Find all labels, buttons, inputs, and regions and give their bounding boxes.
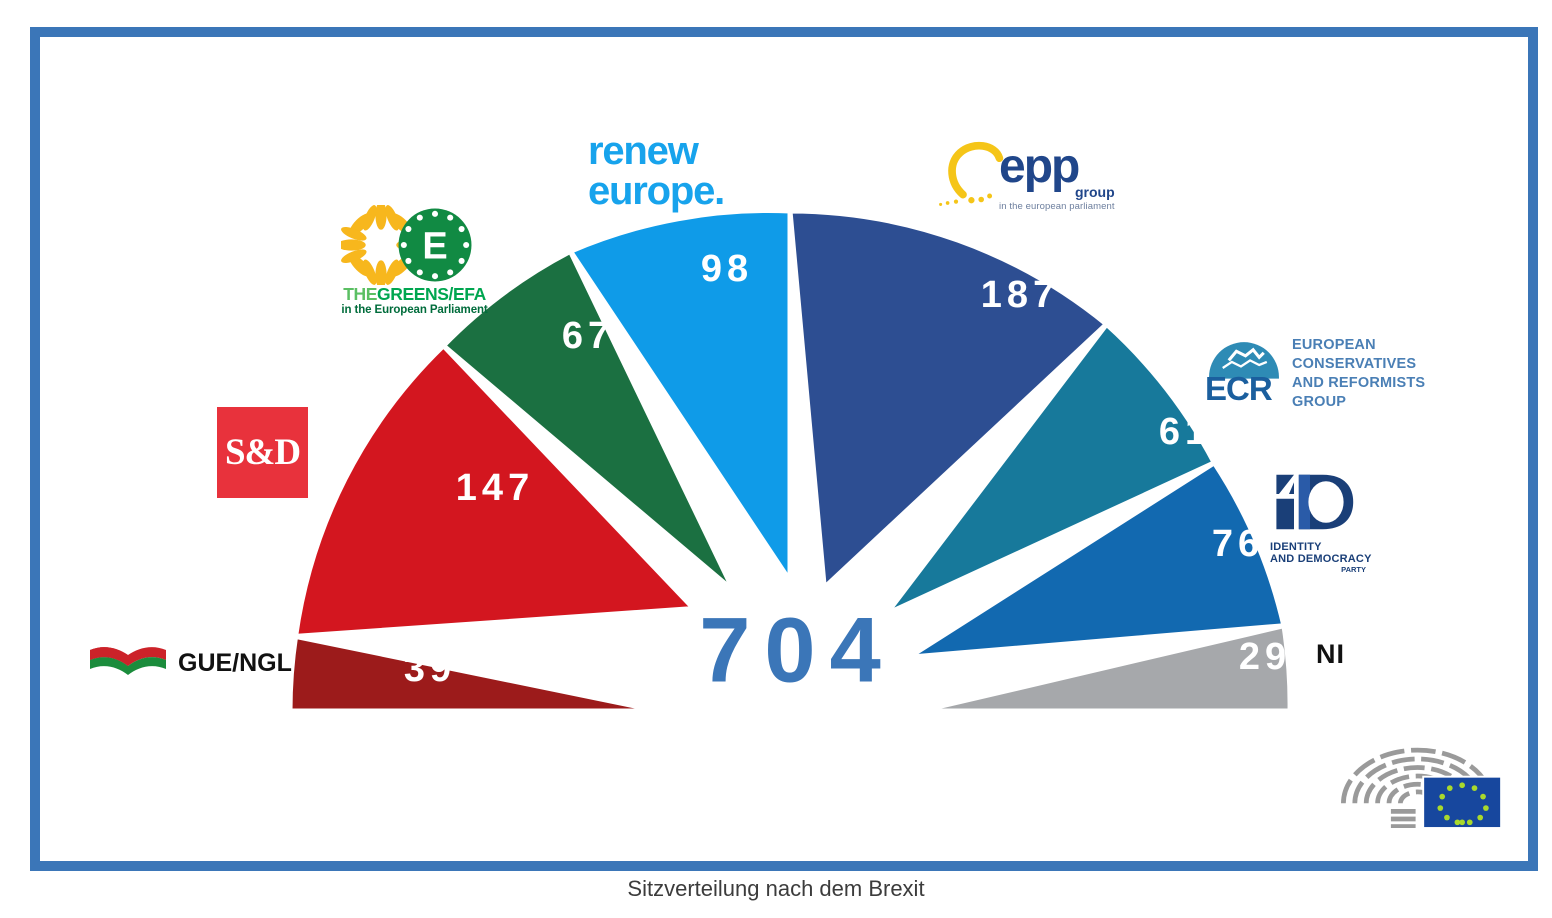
segment-ni[interactable] [919, 622, 1293, 714]
segment-epp[interactable] [787, 208, 1111, 594]
greens-logo-name: GREENS/EFA [377, 284, 486, 304]
center-hub [657, 578, 923, 711]
ecr-mark: ECR [1205, 330, 1283, 407]
epp-wordmark: epp group in the european parliament [999, 140, 1115, 212]
epp-logo-sub: in the european parliament [999, 200, 1115, 212]
ni-group-label: NI [1316, 639, 1345, 669]
logo-identity-democracy: IDENTITY AND DEMOCRACY PARTY [1270, 470, 1372, 574]
segment-group [287, 208, 1293, 714]
segment-label-id: 76 [1212, 523, 1264, 565]
sd-logo-text: S&D [224, 432, 301, 473]
figure-caption: Sitzverteilung nach dem Brexit [627, 876, 925, 901]
logo-ecr: ECR EUROPEAN CONSERVATIVES AND REFORMIST… [1205, 330, 1425, 411]
segment-label-epp: 187 [981, 274, 1059, 316]
segment-label-sd: 147 [456, 467, 534, 509]
ecr-logo-mark-text: ECR [1205, 370, 1273, 407]
hemicycle-chart: 39 147 67 98 187 61 76 29 704 NI S&D [88, 129, 1505, 829]
id-logo-line3: PARTY [1341, 565, 1366, 574]
logo-renew-europe: renew europe. [588, 129, 725, 213]
segment-sd[interactable] [292, 342, 700, 640]
id-logo-line2: AND DEMOCRACY [1270, 553, 1372, 565]
total-seats-label: 704 [699, 599, 895, 701]
ep-hemicycle-icon [1341, 747, 1503, 829]
greens-logo-the: THE [343, 284, 377, 304]
segment-gue[interactable] [287, 633, 660, 714]
ecr-logo-line3: AND REFORMISTS [1292, 374, 1426, 391]
sd-logo-box: S&D [217, 407, 308, 498]
greens-logo-title: THEGREENS/EFA [327, 285, 502, 303]
logo-sd: S&D [217, 407, 308, 498]
greens-logo-subtitle: in the European Parliament [341, 304, 488, 317]
segment-label-ecr: 61 [1159, 411, 1211, 453]
gue-book-icon [90, 647, 166, 675]
epp-logo-main: epp [999, 140, 1080, 193]
ecr-logo-line2: CONSERVATIVES [1292, 355, 1417, 372]
ecr-logo-line4: GROUP [1292, 393, 1347, 410]
renew-logo-line2: europe. [588, 169, 725, 213]
ecr-logo-line1: EUROPEAN [1292, 337, 1376, 353]
greens-star-circle-icon: E [398, 208, 472, 282]
epp-logo-group: group [1074, 183, 1115, 200]
segment-label-renew: 98 [701, 248, 753, 290]
ecr-logo-words: EUROPEAN CONSERVATIVES AND REFORMISTS GR… [1292, 336, 1425, 411]
hemicycle-svg: 39 147 67 98 187 61 76 29 704 NI [287, 208, 1345, 714]
logo-greens-efa: E THEGREENS/EFA in the European Parliame… [327, 203, 502, 316]
greens-emblem: E [327, 203, 502, 285]
logo-european-parliament [1330, 733, 1505, 829]
svg-text:E: E [422, 226, 447, 268]
logo-epp: epp group in the european parliament [935, 139, 1115, 212]
id-logo-line1: IDENTITY [1270, 541, 1322, 553]
epp-heart-icon [939, 141, 1004, 206]
segment-label-greens: 67 [562, 315, 614, 357]
ecr-dome-icon [1209, 342, 1279, 379]
segment-label-gue: 39 [404, 648, 456, 690]
id-mark-icon [1276, 474, 1354, 530]
gue-logo-text: GUE/NGL [178, 648, 292, 677]
renew-logo-line1: renew [588, 129, 699, 173]
segment-label-ni: 29 [1239, 636, 1291, 678]
logo-gue-ngl: GUE/NGL [88, 640, 292, 686]
